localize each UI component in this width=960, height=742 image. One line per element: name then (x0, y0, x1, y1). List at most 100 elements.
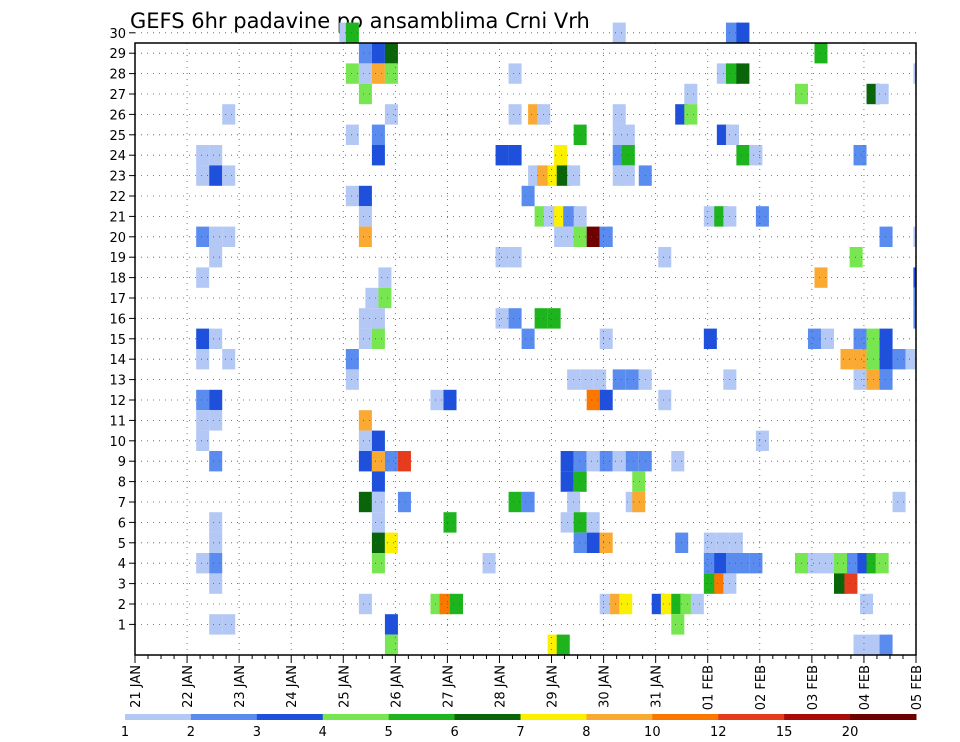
heatmap-cell (913, 287, 916, 309)
heatmap-cell (671, 614, 685, 635)
y-tick-label: 27 (109, 88, 126, 103)
heatmap-cells (196, 22, 916, 655)
heatmap-cell (508, 308, 522, 329)
y-axis: 1234567891011121314151617181920212223242… (109, 27, 135, 633)
heatmap-cell (209, 328, 223, 349)
colorbar-segment (454, 714, 521, 720)
heatmap-cell (196, 389, 210, 411)
heatmap-cell (547, 308, 561, 329)
y-tick-label: 19 (109, 251, 126, 266)
heatmap-cell (196, 410, 210, 431)
heatmap-cell (508, 63, 522, 84)
heatmap-cell (371, 145, 385, 166)
heatmap-cell (875, 83, 889, 105)
y-tick-label: 2 (118, 598, 126, 613)
heatmap-cell (371, 471, 385, 492)
heatmap-cell (725, 63, 739, 84)
heatmap-cell (755, 206, 769, 227)
heatmap-cell (573, 451, 587, 472)
heatmap-cell (599, 389, 613, 411)
heatmap-cell (632, 491, 646, 513)
heatmap-cell (371, 43, 385, 64)
heatmap-cell (345, 22, 359, 43)
heatmap-cell (599, 532, 613, 553)
y-tick-label: 9 (118, 455, 126, 470)
heatmap-cell (371, 532, 385, 553)
heatmap-cell (209, 573, 223, 594)
heatmap-cell (196, 165, 210, 186)
heatmap-cell (384, 63, 398, 84)
heatmap-cell (586, 532, 600, 553)
heatmap-cell (556, 634, 570, 655)
colorbar-legend: 1 2 3 4 5 6 7 8 10 12 15 20 (121, 714, 917, 740)
colorbar-segment (388, 714, 456, 720)
heatmap-cell (222, 226, 236, 247)
heatmap-cell (573, 206, 587, 227)
heatmap-cell (196, 145, 210, 166)
heatmap-cell (621, 124, 635, 145)
heatmap-cell (358, 491, 372, 513)
heatmap-cell (209, 614, 223, 635)
heatmap-cell (521, 185, 535, 207)
heatmap-cell (209, 145, 223, 166)
heatmap-cell (358, 328, 372, 349)
chart-title: GEFS 6hr padavine po ansamblima Crni Vrh (130, 9, 590, 33)
heatmap-cell (222, 614, 236, 635)
heatmap-cell (736, 553, 750, 574)
heatmap-cell (703, 206, 717, 227)
heatmap-cell (495, 247, 509, 268)
heatmap-cell (371, 553, 385, 574)
colorbar-label: 12 (710, 725, 727, 740)
heatmap-cell (749, 553, 763, 574)
heatmap-cell (612, 22, 626, 43)
x-tick-label: 22 JAN (181, 665, 196, 708)
heatmap-cell (586, 389, 600, 411)
heatmap-cell (378, 287, 392, 309)
x-tick-label: 25 JAN (337, 665, 352, 708)
colorbar-label: 15 (776, 725, 793, 740)
heatmap-cell (612, 104, 626, 125)
heatmap-cell (612, 451, 626, 472)
heatmap-cell (749, 145, 763, 166)
heatmap-cell (725, 553, 739, 574)
heatmap-cell (222, 349, 236, 370)
heatmap-cell (443, 389, 457, 411)
x-tick-label: 24 JAN (285, 665, 300, 708)
heatmap-cell (196, 349, 210, 370)
y-tick-label: 14 (109, 353, 126, 368)
heatmap-cell (209, 451, 223, 472)
y-tick-label: 21 (109, 210, 126, 225)
x-tick-label: 28 JAN (493, 665, 508, 708)
x-tick-label: 31 JAN (650, 665, 665, 708)
colorbar-label: 8 (582, 725, 590, 740)
y-tick-label: 3 (118, 578, 126, 593)
heatmap-cell (371, 451, 385, 472)
heatmap-cell (534, 308, 548, 329)
colorbar-segment (125, 714, 192, 720)
heatmap-cell (508, 104, 522, 125)
heatmap-cell (849, 247, 863, 268)
heatmap-cell (358, 226, 372, 247)
y-tick-label: 20 (109, 231, 126, 246)
heatmap-cell (853, 145, 867, 166)
y-tick-label: 8 (118, 476, 126, 491)
heatmap-cell (684, 104, 698, 125)
heatmap-cell (621, 165, 635, 186)
colorbar-label: 5 (385, 725, 393, 740)
heatmap-cell (621, 145, 635, 166)
heatmap-cell (508, 247, 522, 268)
heatmap-cell (875, 553, 889, 574)
heatmap-cell (443, 512, 457, 533)
heatmap-cell (892, 491, 906, 513)
heatmap-cell (397, 451, 411, 472)
y-tick-label: 15 (109, 333, 126, 348)
heatmap-cell (599, 328, 613, 349)
x-tick-label: 21 JAN (129, 665, 144, 708)
x-tick-label: 04 FEB (858, 665, 873, 710)
heatmap-cell (430, 389, 444, 411)
heatmap-cell (834, 553, 848, 574)
heatmap-cell (847, 553, 861, 574)
heatmap-cell (209, 165, 223, 186)
y-tick-label: 4 (118, 557, 126, 572)
y-tick-label: 16 (109, 312, 126, 327)
